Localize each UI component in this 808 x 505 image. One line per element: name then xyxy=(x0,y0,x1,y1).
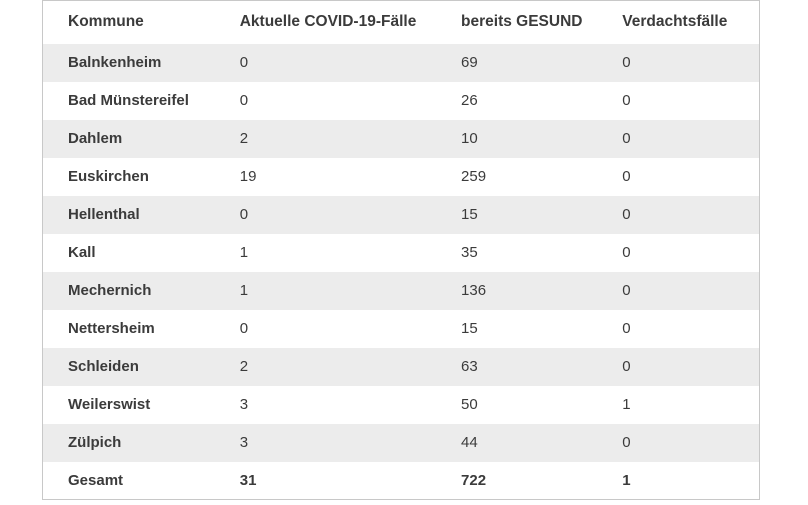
cell-kommune: Mechernich xyxy=(68,282,152,299)
column-header-verdachtsfaelle: Verdachtsfälle xyxy=(597,0,760,44)
cell-aktuelle-total: 31 xyxy=(214,461,437,500)
cell-verdacht: 1 xyxy=(622,396,631,413)
table-row: Weilerswist 3 50 1 xyxy=(42,385,760,424)
table-row: Bad Münstereifel 0 26 0 xyxy=(42,81,760,120)
column-header-kommune: Kommune xyxy=(42,0,215,44)
table-header-row: Kommune Aktuelle COVID-19-Fälle bereits … xyxy=(42,0,760,44)
cell-gesund: 44 xyxy=(461,434,478,451)
cell-gesund: 69 xyxy=(461,54,478,71)
cell-gesund-total: 722 xyxy=(436,461,598,500)
cell-verdacht: 0 xyxy=(622,168,631,185)
cell-kommune: Euskirchen xyxy=(68,168,149,185)
cell-gesund: 15 xyxy=(461,206,478,223)
cell-kommune: Dahlem xyxy=(68,130,123,147)
cell-kommune: Balnkenheim xyxy=(68,54,162,71)
cell-gesund: 10 xyxy=(461,130,478,147)
table-row: Hellenthal 0 15 0 xyxy=(42,195,760,234)
table-row: Dahlem 2 10 0 xyxy=(42,119,760,158)
cell-gesund: 259 xyxy=(461,168,487,185)
cell-kommune: Schleiden xyxy=(68,358,139,375)
cell-aktuelle: 19 xyxy=(239,168,257,185)
cell-gesund: 35 xyxy=(461,244,478,261)
cell-aktuelle: 0 xyxy=(239,92,249,109)
cell-aktuelle: 0 xyxy=(239,54,249,71)
cell-verdacht: 0 xyxy=(622,54,631,71)
cell-verdacht: 0 xyxy=(622,130,631,147)
cell-gesund: 136 xyxy=(461,282,487,299)
cell-verdacht: 0 xyxy=(622,320,631,337)
cell-aktuelle: 3 xyxy=(239,396,249,413)
cell-aktuelle: 2 xyxy=(239,358,249,375)
cell-kommune: Zülpich xyxy=(68,434,122,451)
cell-verdacht: 0 xyxy=(622,206,631,223)
cell-aktuelle: 1 xyxy=(239,282,249,299)
cell-gesund: 63 xyxy=(461,358,478,375)
table-row: Zülpich 3 44 0 xyxy=(42,423,760,462)
table-row: Mechernich 1 136 0 xyxy=(42,271,760,310)
cell-kommune: Weilerswist xyxy=(68,396,151,413)
column-header-bereits-gesund: bereits GESUND xyxy=(436,0,598,44)
cell-aktuelle: 2 xyxy=(239,130,249,147)
table-row: Schleiden 2 63 0 xyxy=(42,347,760,386)
cell-aktuelle: 1 xyxy=(239,244,249,261)
cell-verdacht-total: 1 xyxy=(597,461,760,500)
cell-aktuelle: 0 xyxy=(239,206,249,223)
cell-kommune: Hellenthal xyxy=(68,206,140,223)
table-row: Nettersheim 0 15 0 xyxy=(42,309,760,348)
table-row: Balnkenheim 0 69 0 xyxy=(42,43,760,82)
cell-kommune: Kall xyxy=(68,244,96,261)
cell-aktuelle: 0 xyxy=(239,320,249,337)
cell-kommune: Nettersheim xyxy=(68,320,155,337)
cell-verdacht: 0 xyxy=(622,282,631,299)
cell-gesund: 26 xyxy=(461,92,478,109)
cell-verdacht: 0 xyxy=(622,434,631,451)
column-header-aktuelle-faelle: Aktuelle COVID-19-Fälle xyxy=(214,0,437,44)
table-row: Euskirchen 19 259 0 xyxy=(42,157,760,196)
cell-verdacht: 0 xyxy=(622,92,631,109)
cell-gesund: 50 xyxy=(461,396,478,413)
cell-verdacht: 0 xyxy=(622,244,631,261)
cell-aktuelle: 3 xyxy=(239,434,249,451)
cell-kommune: Bad Münstereifel xyxy=(68,92,189,109)
table-row-total: Gesamt 31 722 1 xyxy=(42,461,760,500)
cell-verdacht: 0 xyxy=(622,358,631,375)
cell-gesund: 15 xyxy=(461,320,478,337)
cell-kommune-total: Gesamt xyxy=(42,461,215,500)
table-row: Kall 1 35 0 xyxy=(42,233,760,272)
covid-statistics-table: Kommune Aktuelle COVID-19-Fälle bereits … xyxy=(42,0,760,500)
